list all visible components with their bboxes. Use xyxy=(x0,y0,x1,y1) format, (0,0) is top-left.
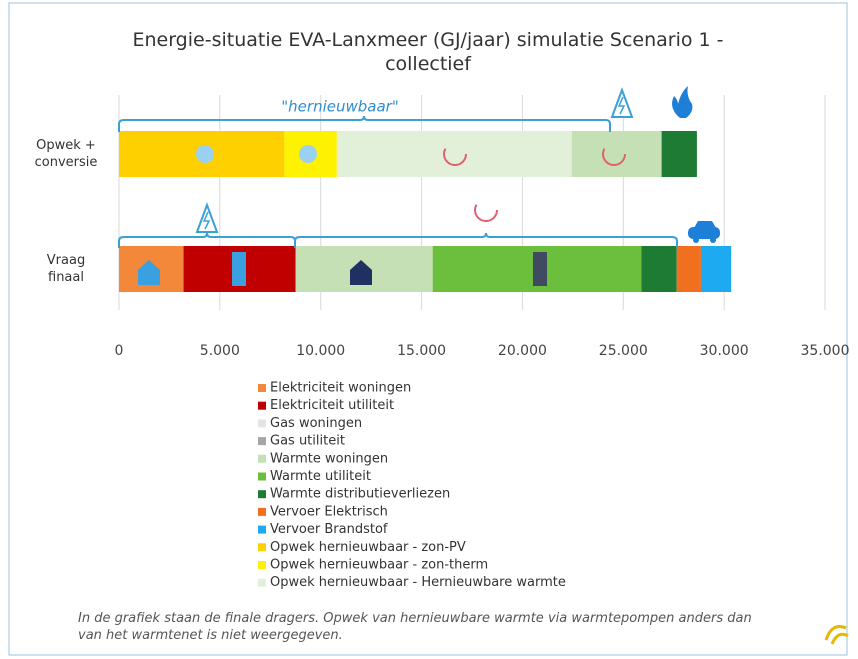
legend-label: Warmte woningen xyxy=(270,451,388,466)
bar-segment xyxy=(676,246,701,292)
chart-title: Energie-situatie EVA-Lanxmeer (GJ/jaar) … xyxy=(132,29,724,75)
legend-swatch xyxy=(258,454,266,463)
legend-label: Elektriciteit utiliteit xyxy=(270,398,394,413)
legend-label: Vervoer Elektrisch xyxy=(270,504,388,519)
legend-label: Elektriciteit woningen xyxy=(270,381,411,396)
legend-label: Opwek hernieuwbaar - Hernieuwbare warmte xyxy=(270,575,566,590)
house-icon xyxy=(138,260,160,285)
x-tick-label: 0 xyxy=(115,343,124,359)
building-icon xyxy=(232,252,246,286)
sun-icon xyxy=(299,145,317,163)
legend-swatch xyxy=(258,437,266,446)
car-icon xyxy=(688,227,720,239)
x-tick-label: 25.000 xyxy=(599,343,648,359)
heat-icon xyxy=(602,142,626,166)
legend-swatch xyxy=(258,543,266,552)
x-tick-label: 5.000 xyxy=(200,343,240,359)
bar-segment xyxy=(336,131,572,177)
legend-swatch xyxy=(258,507,266,516)
electricity-icon xyxy=(617,96,626,115)
brace xyxy=(118,115,611,132)
legend-swatch xyxy=(258,419,266,428)
legend-swatch xyxy=(258,401,266,410)
legend-swatch xyxy=(258,472,266,481)
category-label: Vraag finaal xyxy=(46,253,86,285)
legend-label: Vervoer Brandstof xyxy=(270,522,388,537)
brace xyxy=(294,232,678,248)
electricity-icon xyxy=(202,211,211,230)
x-tick-label: 15.000 xyxy=(397,343,446,359)
x-tick-label: 30.000 xyxy=(700,343,749,359)
bar-segment xyxy=(700,246,732,292)
legend-swatch xyxy=(258,561,266,569)
flame-icon xyxy=(672,86,693,118)
bar-segment xyxy=(661,131,697,177)
legend-label: Warmte utiliteit xyxy=(270,469,371,484)
legend-label: Warmte distributieverliezen xyxy=(270,487,450,502)
legend-swatch xyxy=(258,490,266,499)
electricity-icon xyxy=(195,202,219,233)
legend-swatch xyxy=(258,525,266,534)
legend-label: Gas woningen xyxy=(270,416,362,431)
category-label: Opwek + conversie xyxy=(34,138,98,170)
footnote: In de grafiek staan de finale dragers. O… xyxy=(78,611,752,643)
legend-label: Opwek hernieuwbaar - zon-PV xyxy=(270,540,466,555)
car-icon xyxy=(693,237,699,243)
legend: Elektriciteit woningen Elektriciteit util… xyxy=(258,381,566,590)
x-tick-label: 35.000 xyxy=(801,343,850,359)
logo xyxy=(824,625,849,645)
brace xyxy=(118,232,296,248)
building-icon xyxy=(533,252,547,286)
car-icon xyxy=(710,237,716,243)
legend-swatch xyxy=(258,384,266,392)
bar-segment xyxy=(571,131,662,177)
bar-segment xyxy=(641,246,677,292)
legend-label: Gas utiliteit xyxy=(270,434,345,449)
frame xyxy=(8,2,848,656)
car-icon xyxy=(694,221,716,228)
sun-icon xyxy=(196,145,214,163)
electricity-icon xyxy=(610,87,634,118)
annotation: "hernieuwbaar" xyxy=(281,98,398,116)
legend-swatch xyxy=(258,578,266,587)
heat-icon xyxy=(474,198,498,222)
x-tick-label: 20.000 xyxy=(498,343,547,359)
x-tick-label: 10.000 xyxy=(296,343,345,359)
heat-icon xyxy=(443,142,467,166)
legend-label: Opwek hernieuwbaar - zon-therm xyxy=(270,558,488,573)
house-icon xyxy=(350,260,372,285)
